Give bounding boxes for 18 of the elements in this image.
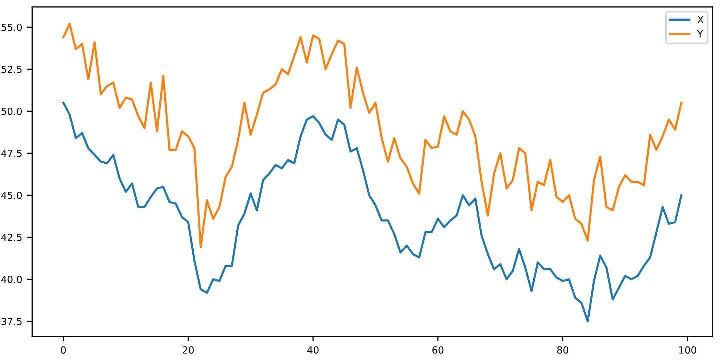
y-tick-label: 42.5 xyxy=(2,234,22,242)
x-tick-label: 0 xyxy=(61,346,66,354)
legend-label: X xyxy=(698,16,704,24)
y-tick-label: 50.0 xyxy=(2,108,22,116)
y-tick-label: 40.0 xyxy=(2,276,22,284)
x-tick-label: 100 xyxy=(680,346,696,354)
x-tick-label: 60 xyxy=(432,346,444,354)
y-tick-label: 52.5 xyxy=(2,66,22,74)
x-tick-label: 80 xyxy=(557,346,569,354)
line-series xyxy=(62,23,683,249)
y-tick-label: 55.0 xyxy=(2,24,22,32)
y-tick-label: 47.5 xyxy=(2,150,22,158)
legend-label: Y xyxy=(697,30,704,38)
x-tick-label: 40 xyxy=(308,346,319,354)
y-tick-label: 37.5 xyxy=(2,318,22,326)
line-series xyxy=(62,102,683,323)
y-tick-label: 45.0 xyxy=(2,192,22,200)
x-tick-label: 20 xyxy=(182,346,194,354)
